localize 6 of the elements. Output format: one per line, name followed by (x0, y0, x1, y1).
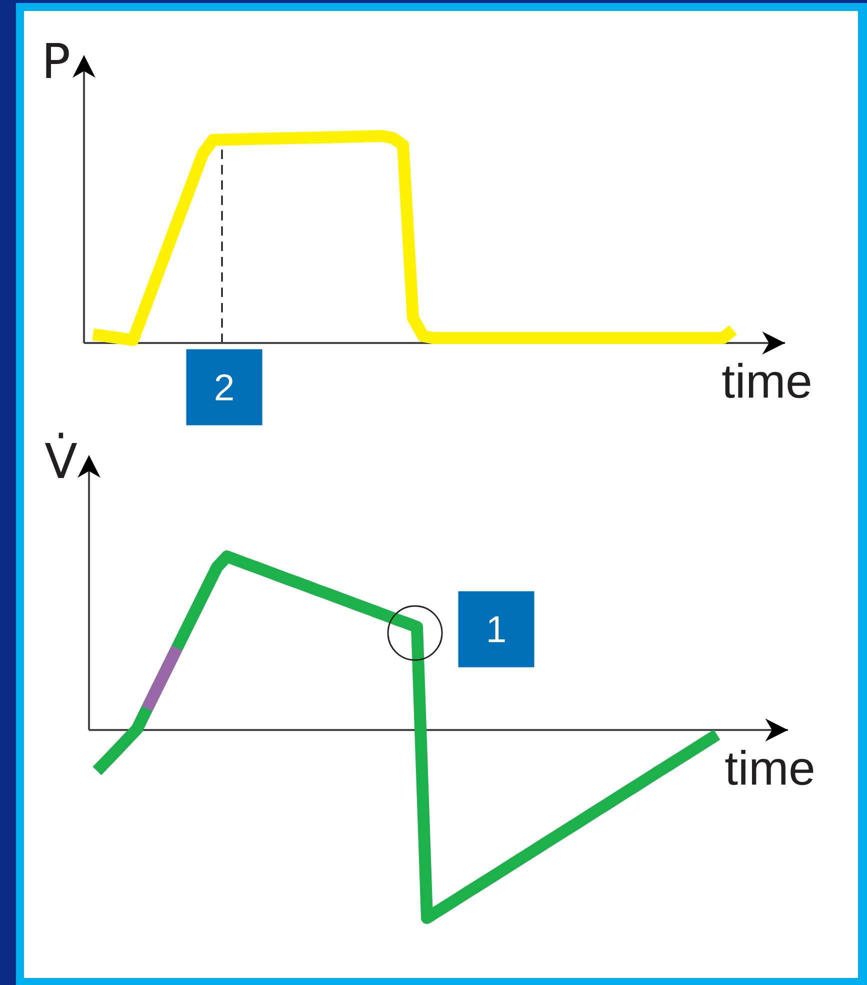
text: 2 (216, 374, 233, 400)
x-axis-title: time (725, 750, 814, 786)
y-axis-title: P (46, 43, 69, 78)
y-axis-title: V̇ (44, 432, 78, 478)
annotation: 1 (488, 616, 505, 642)
x-axis-title: time (722, 362, 810, 398)
